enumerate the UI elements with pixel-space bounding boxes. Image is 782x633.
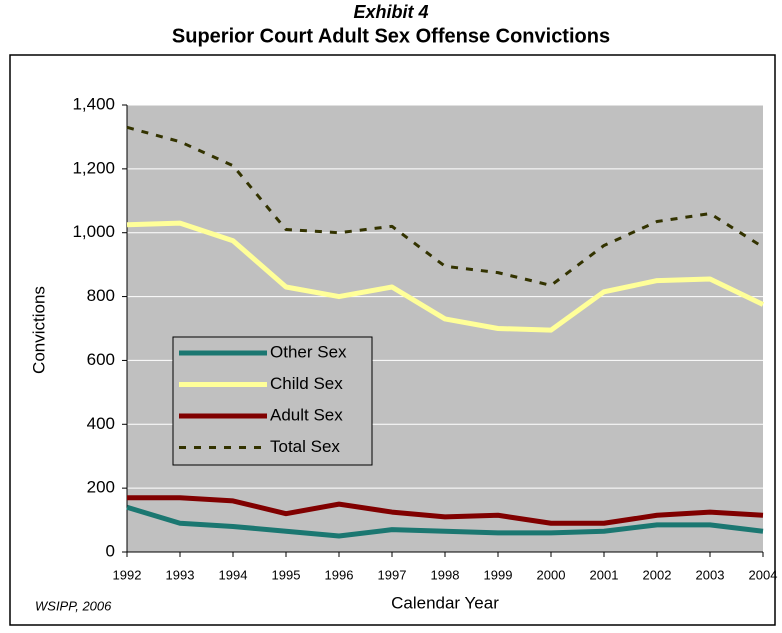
x-tick-label: 1999 bbox=[484, 567, 513, 582]
y-tick-label: 0 bbox=[106, 541, 115, 560]
y-tick-label: 1,000 bbox=[72, 222, 115, 241]
y-axis-title: Convictions bbox=[29, 286, 48, 374]
x-tick-label: 1997 bbox=[378, 567, 407, 582]
x-tick-label: 1993 bbox=[166, 567, 195, 582]
x-tick-label: 1994 bbox=[219, 567, 248, 582]
x-axis-title: Calendar Year bbox=[391, 593, 499, 612]
y-tick-label: 200 bbox=[87, 478, 115, 497]
x-tick-label: 2001 bbox=[590, 567, 619, 582]
x-tick-label: 1995 bbox=[272, 567, 301, 582]
series-line bbox=[126, 125, 764, 287]
x-tick-label: 1998 bbox=[431, 567, 460, 582]
chart-frame bbox=[9, 54, 776, 626]
y-tick-label: 600 bbox=[87, 350, 115, 369]
y-tick-label: 800 bbox=[87, 286, 115, 305]
x-tick-label: 2000 bbox=[537, 567, 566, 582]
legend-box bbox=[172, 336, 373, 466]
y-tick-label: 1,200 bbox=[72, 158, 115, 177]
x-tick-label: 2002 bbox=[643, 567, 672, 582]
x-tick-label: 2004 bbox=[749, 567, 778, 582]
chart-supertitle: Exhibit 4 bbox=[353, 2, 428, 22]
chart-title: Superior Court Adult Sex Offense Convict… bbox=[172, 25, 610, 47]
y-tick-label: 1,400 bbox=[72, 94, 115, 113]
legend-label: Child Sex bbox=[270, 374, 343, 393]
x-tick-label: 2003 bbox=[696, 567, 725, 582]
plot-area bbox=[127, 105, 763, 552]
series-line bbox=[127, 495, 764, 526]
y-tick-label: 400 bbox=[87, 414, 115, 433]
legend-label: Adult Sex bbox=[270, 405, 343, 424]
series-line bbox=[126, 220, 765, 333]
legend: Other Sex Child Sex Adult Sex Total Sex bbox=[172, 336, 373, 466]
legend-label: Other Sex bbox=[270, 342, 347, 361]
series-line bbox=[126, 504, 764, 539]
x-tick-label: 1996 bbox=[325, 567, 354, 582]
x-tick-label: 1992 bbox=[113, 567, 142, 582]
legend-label: Total Sex bbox=[270, 437, 340, 456]
source-note: WSIPP, 2006 bbox=[35, 598, 112, 613]
